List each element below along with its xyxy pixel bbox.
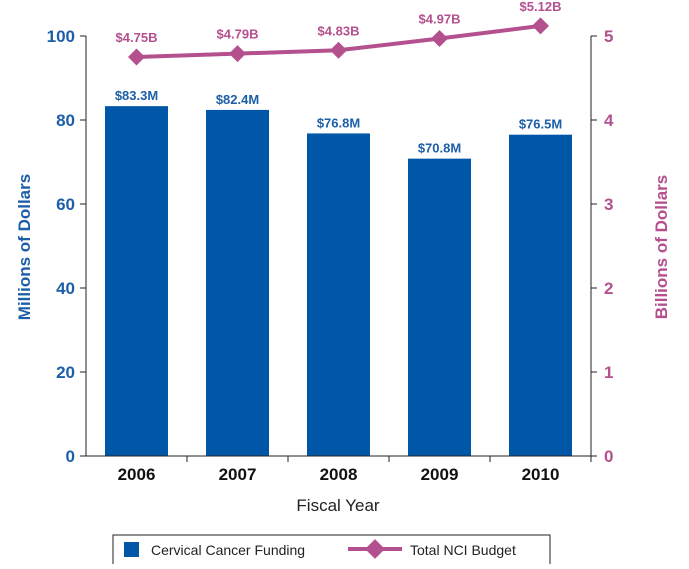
line-layer: $4.75B $4.79B $4.83B $4.97B $5.12B <box>116 0 562 66</box>
right-tick-label: 3 <box>604 195 613 214</box>
x-tick-label: 2006 <box>118 465 156 484</box>
x-tick-label: 2010 <box>522 465 560 484</box>
bar-labels: $83.3M $82.4M $76.8M $70.8M $76.5M <box>115 88 562 156</box>
legend-swatch-bar <box>124 542 139 557</box>
legend-marker-diamond <box>365 539 385 559</box>
left-tick-label: 80 <box>56 111 75 130</box>
bar-2006 <box>105 106 168 456</box>
right-tick-label: 1 <box>604 363 613 382</box>
budget-point-2009 <box>431 30 448 48</box>
left-tick-label: 40 <box>56 279 75 298</box>
x-tick-label: 2007 <box>219 465 257 484</box>
left-tick-label: 20 <box>56 363 75 382</box>
budget-point-2010 <box>532 17 549 35</box>
legend-label-bar: Cervical Cancer Funding <box>151 542 305 558</box>
bar-2010 <box>509 134 572 456</box>
bar-label-2010: $76.5M <box>519 117 562 132</box>
left-tick-label: 60 <box>56 195 75 214</box>
budget-label-2008: $4.83B <box>318 23 360 38</box>
budget-label-2006: $4.75B <box>116 30 158 45</box>
budget-point-2007 <box>229 45 246 63</box>
left-axis: 0 20 40 60 80 100 <box>47 27 87 466</box>
right-tick-label: 2 <box>604 279 613 298</box>
right-axis: 0 1 2 3 4 5 <box>590 27 614 466</box>
left-tick-label: 100 <box>47 27 75 46</box>
legend-label-line: Total NCI Budget <box>410 542 516 558</box>
right-tick-label: 5 <box>604 27 613 46</box>
x-tick-label: 2008 <box>320 465 358 484</box>
budget-label-2010: $5.12B <box>520 0 562 14</box>
bar-label-2008: $76.8M <box>317 115 360 130</box>
budget-label-2007: $4.79B <box>217 27 259 42</box>
right-tick-label: 0 <box>604 447 613 466</box>
right-tick-label: 4 <box>604 111 614 130</box>
bar-label-2009: $70.8M <box>418 141 461 156</box>
budget-point-2008 <box>330 41 347 59</box>
budget-point-2006 <box>128 48 145 66</box>
x-tick-label: 2009 <box>421 465 459 484</box>
y-axis-title-left: Millions of Dollars <box>15 174 34 320</box>
bars <box>105 106 572 457</box>
bar-2008 <box>307 133 370 456</box>
x-axis-title: Fiscal Year <box>296 496 379 515</box>
bar-label-2007: $82.4M <box>216 92 259 107</box>
bar-2009 <box>408 158 471 456</box>
budget-label-2009: $4.97B <box>419 12 461 27</box>
x-axis: 2006 2007 2008 2009 2010 <box>86 455 592 484</box>
bar-label-2006: $83.3M <box>115 88 158 103</box>
y-axis-title-right: Billions of Dollars <box>652 175 671 320</box>
legend: Cervical Cancer Funding Total NCI Budget <box>112 534 551 566</box>
left-tick-label: 0 <box>66 447 75 466</box>
bar-2007 <box>206 109 269 457</box>
